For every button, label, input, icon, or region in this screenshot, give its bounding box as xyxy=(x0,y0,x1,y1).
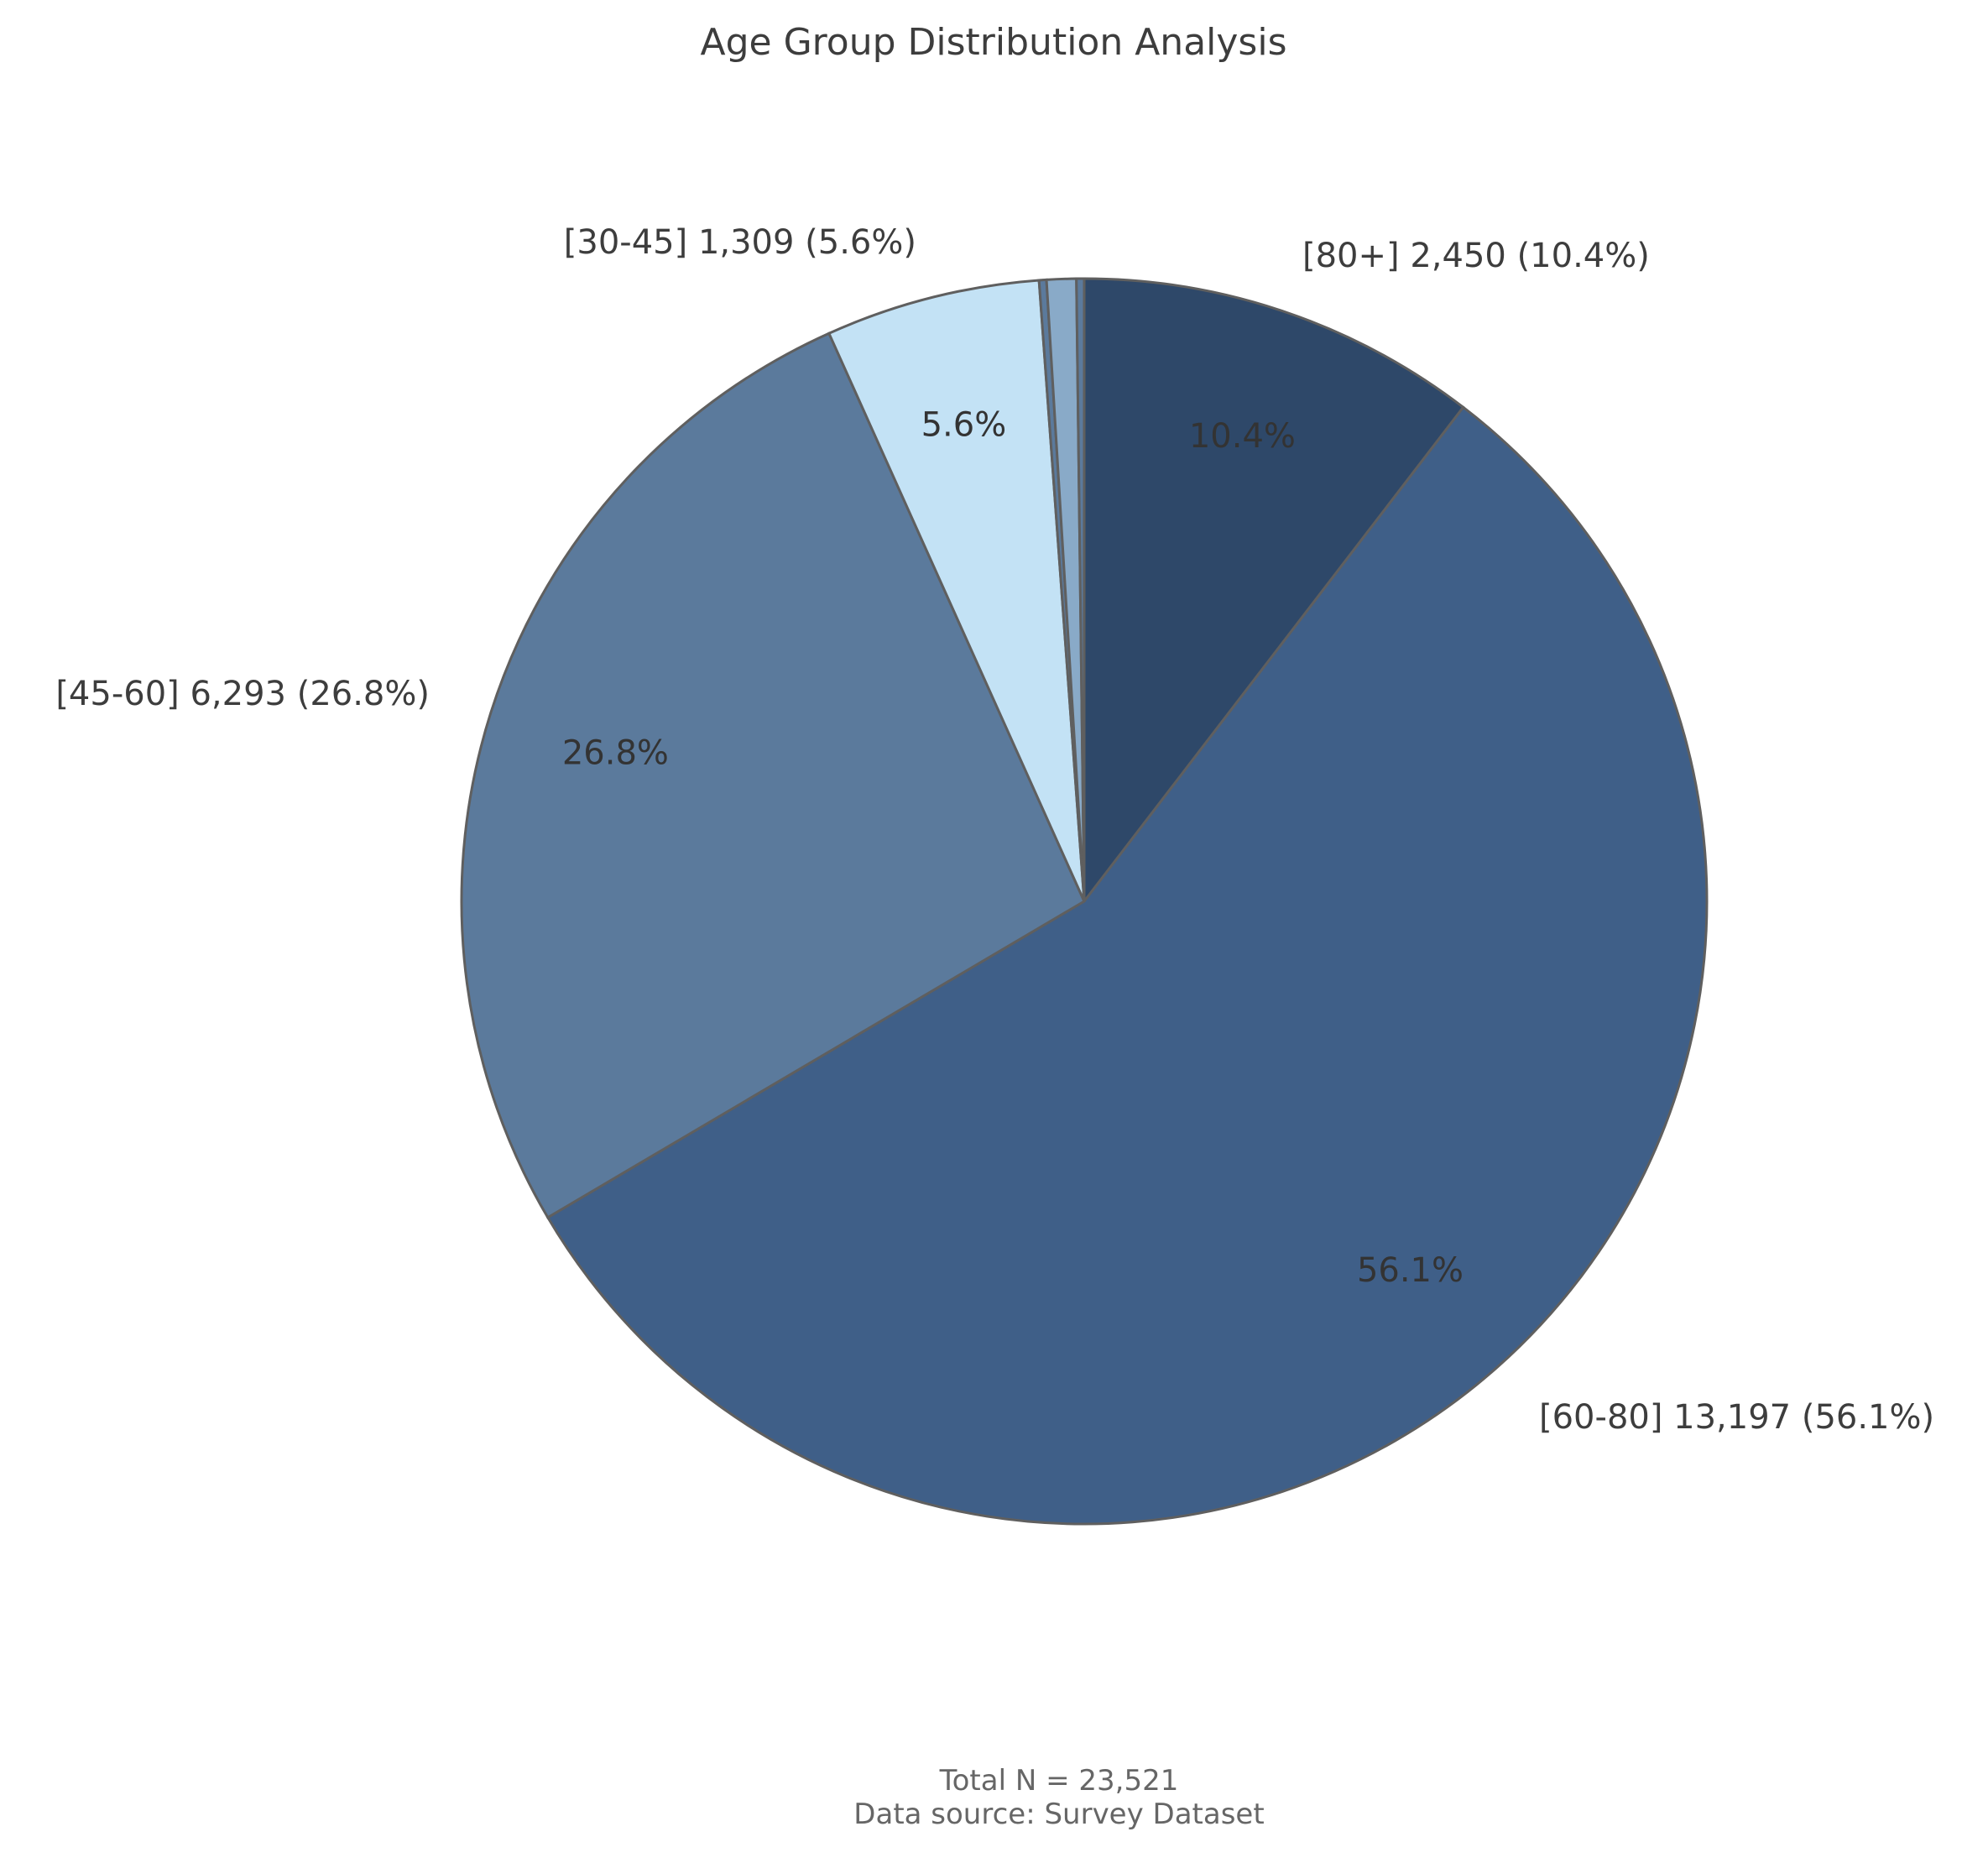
slice-outer-label: [30-45] 1,309 (5.6%) xyxy=(564,223,916,262)
pie-slice-45-60 xyxy=(460,331,1086,1219)
slice-outer-label: [80+] 2,450 (10.4%) xyxy=(1302,237,1650,275)
pie-slice-30-45 xyxy=(827,279,1086,902)
percent-label: 10.4% xyxy=(1189,417,1296,456)
pie-slices xyxy=(460,277,1709,1526)
pie-slice-small-3 xyxy=(1075,277,1086,902)
percent-label: 56.1% xyxy=(1357,1251,1464,1290)
pie-slice-80 xyxy=(1083,277,1465,905)
pie-slice-60-80 xyxy=(545,405,1709,1526)
slice-outer-label: [45-60] 6,293 (26.8%) xyxy=(55,675,430,713)
outer-labels: [80+] 2,450 (10.4%) [60-80] 13,197 (56.1%… xyxy=(55,223,1934,1437)
percent-label: 26.8% xyxy=(562,733,669,772)
footer-source: Data source: Survey Dataset xyxy=(853,1798,1264,1831)
slice-outer-label: [60-80] 13,197 (56.1%) xyxy=(1539,1398,1934,1437)
chart-title: Age Group Distribution Analysis xyxy=(701,21,1287,64)
footer-total: Total N = 23,521 xyxy=(939,1764,1179,1798)
percent-labels: 10.4% 56.1% 26.8% 5.6% xyxy=(562,406,1464,1290)
percent-label: 5.6% xyxy=(921,406,1007,445)
